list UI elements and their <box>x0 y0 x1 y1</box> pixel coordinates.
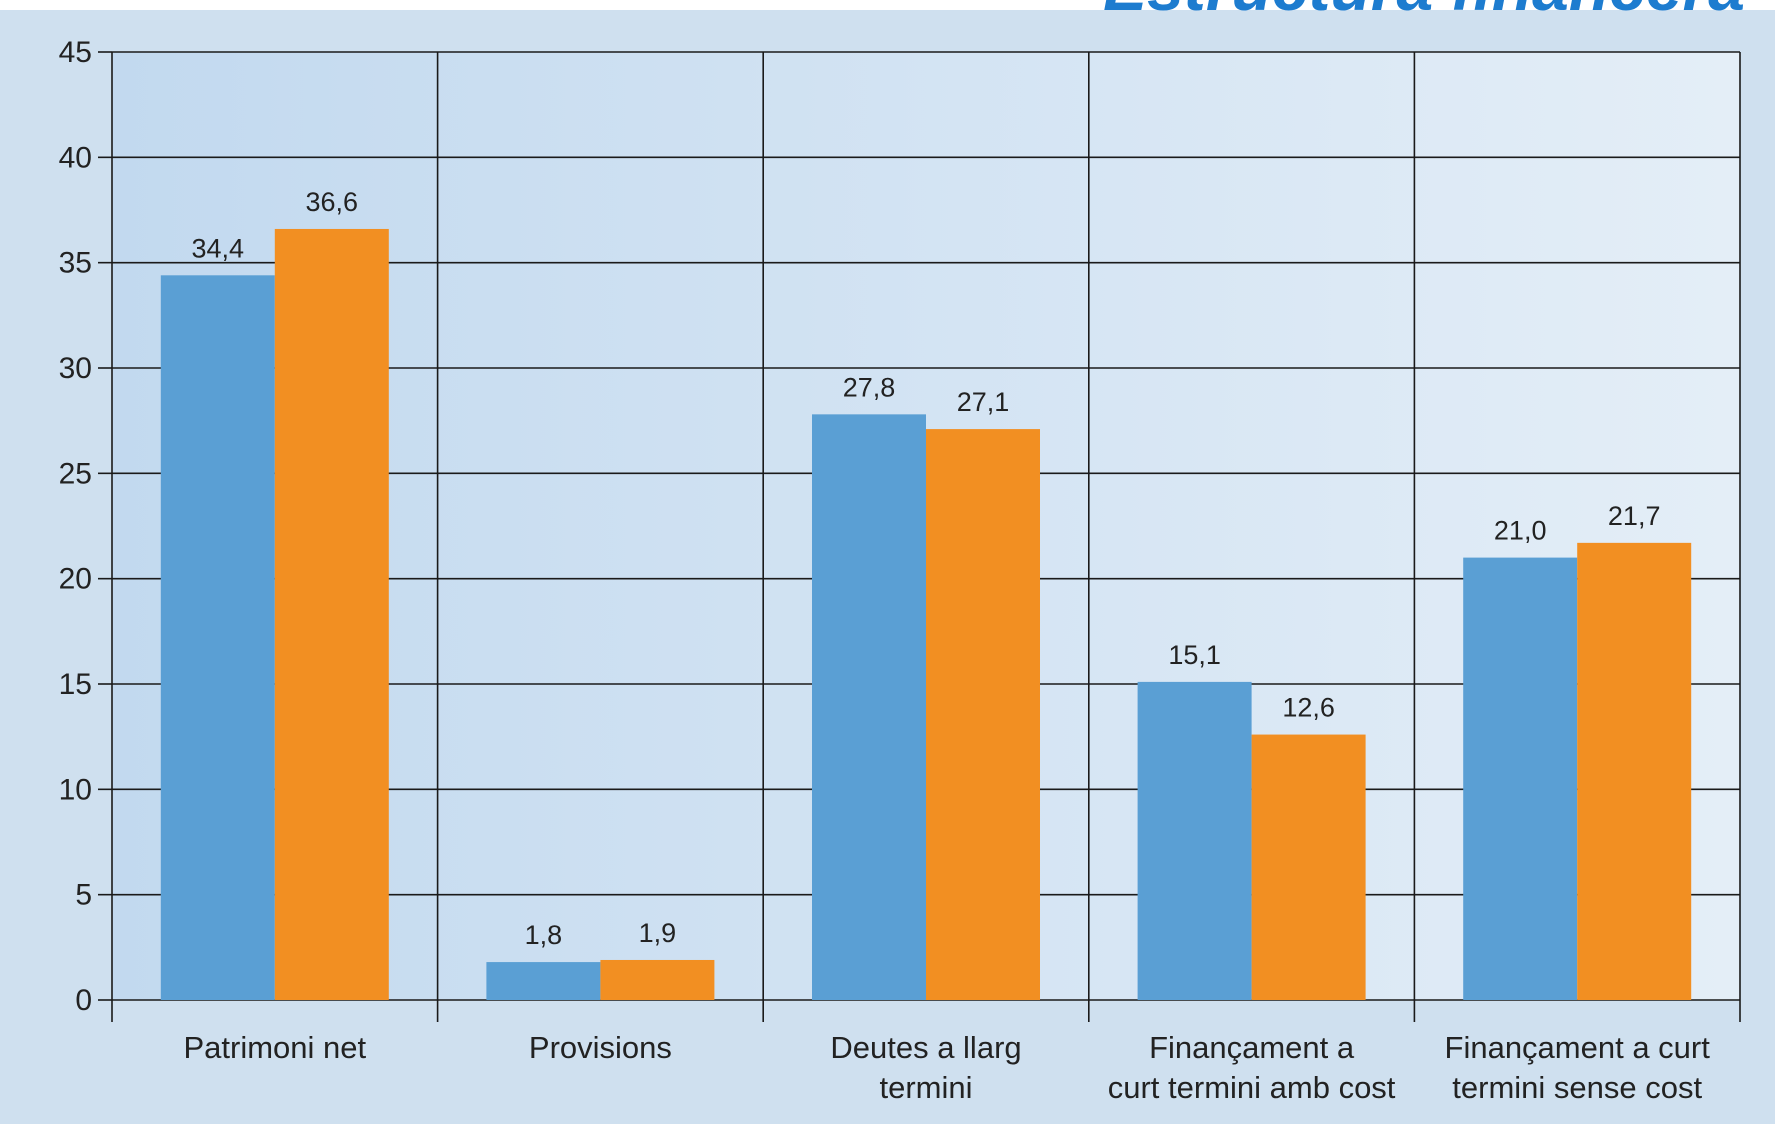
bar-series-2 <box>274 228 389 1000</box>
y-tick-label: 30 <box>59 352 92 385</box>
bar-series-2 <box>1251 734 1366 1000</box>
bar-series-1 <box>486 962 601 1000</box>
bar-series-2 <box>1577 542 1692 1000</box>
y-tick-label: 45 <box>59 36 92 69</box>
labels: 0 5 10 15 20 25 30 35 40 45 34,4 1,8 27,8 15,1 21,0 36,… <box>59 36 1711 1105</box>
y-tick-label: 20 <box>59 563 92 596</box>
data-label: 27,1 <box>957 387 1010 417</box>
axes <box>98 51 1741 1022</box>
y-tick-label: 35 <box>59 247 92 280</box>
y-tick-label: 25 <box>59 457 92 490</box>
x-category-label: termini <box>879 1070 972 1105</box>
x-category-label: Deutes a llarg <box>830 1030 1021 1065</box>
data-label: 12,6 <box>1282 693 1335 723</box>
bar-series-1 <box>812 414 926 1000</box>
x-category-label: Patrimoni net <box>183 1030 366 1065</box>
data-label: 1,8 <box>525 920 563 950</box>
x-category-label: curt termini amb cost <box>1108 1070 1396 1105</box>
bars <box>160 228 1692 1001</box>
data-label: 36,6 <box>306 187 359 217</box>
y-tick-label: 40 <box>59 141 92 174</box>
bar-series-1 <box>1463 557 1578 1000</box>
data-label: 21,0 <box>1494 516 1547 546</box>
bar-series-1 <box>160 275 275 1001</box>
bar-series-2 <box>600 959 715 1000</box>
page-heading: Estructura financera <box>1103 0 1745 24</box>
y-tick-label: 5 <box>75 879 92 912</box>
x-category-label: Finançament a <box>1149 1030 1355 1065</box>
data-label: 1,9 <box>639 918 677 948</box>
x-category-label: termini sense cost <box>1452 1070 1702 1105</box>
data-label: 15,1 <box>1168 640 1221 670</box>
data-label: 21,7 <box>1608 501 1661 531</box>
data-label: 27,8 <box>843 372 896 402</box>
y-tick-label: 15 <box>59 668 92 701</box>
y-tick-label: 0 <box>75 984 92 1017</box>
data-label: 34,4 <box>192 233 245 263</box>
y-tick-label: 10 <box>59 773 92 806</box>
bar-series-1 <box>1137 681 1252 1000</box>
x-category-label: Provisions <box>529 1030 672 1065</box>
x-category-label: Finançament a curt <box>1445 1030 1711 1065</box>
bar-series-2 <box>926 429 1040 1000</box>
